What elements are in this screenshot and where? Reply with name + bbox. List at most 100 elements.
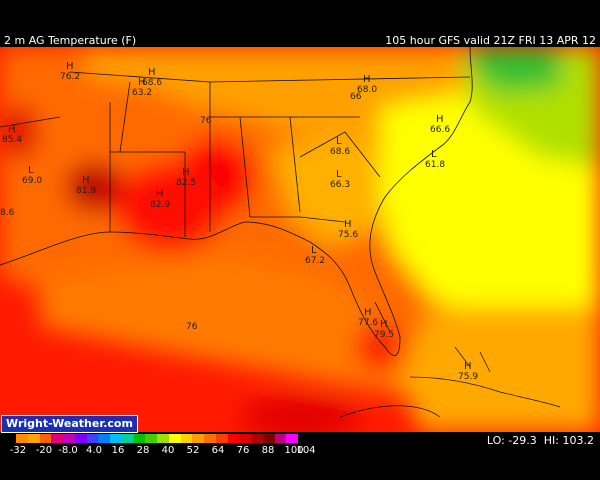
scale-swatch (145, 434, 157, 443)
marker-value: 66.3 (330, 180, 350, 190)
marker-letter: L (311, 245, 317, 256)
caribbean-islands (339, 346, 561, 418)
contour-label: 76 (186, 322, 198, 332)
color-scale-bar (16, 434, 298, 443)
scale-swatch (204, 434, 216, 443)
red-pocket-west (2, 104, 38, 160)
marker-letter: H (363, 74, 371, 85)
scale-swatch (98, 434, 110, 443)
boundaries (0, 47, 473, 357)
marker-value: 79.5 (374, 330, 394, 340)
scale-swatch (27, 434, 40, 443)
florida-east (374, 301, 391, 333)
hi-value: 103.2 (562, 434, 595, 447)
scale-swatch (180, 434, 193, 443)
color-scale-ticks: -32 -20 -8.0 4.0 16 28 40 52 64 76 88 100 104 (6, 445, 316, 457)
scale-tick-label: 40 (161, 445, 175, 456)
green-zone (470, 47, 560, 92)
marker-letter: H (364, 307, 372, 318)
scale-tick-label: 76 (236, 445, 250, 456)
state-line-ga-sc (289, 116, 301, 213)
scale-tick-label: 16 (111, 445, 125, 456)
scale-tick-label: 28 (136, 445, 150, 456)
state-line-ky-va (209, 76, 471, 83)
marker-letter: L (28, 165, 34, 176)
marker-value: 76.2 (60, 72, 80, 82)
scale-swatch (110, 434, 122, 443)
marker-letter: H (8, 124, 16, 135)
marker-value: 82.5 (176, 178, 196, 188)
scale-swatch (16, 434, 28, 443)
marker-value: 82.9 (150, 200, 170, 210)
marker-value: 81.9 (76, 186, 96, 196)
marker-letter: H (380, 319, 388, 330)
field-title: 2 m AG Temperature (F) (4, 34, 137, 47)
amber-central-zone (270, 137, 400, 247)
state-line-fl-ga (250, 216, 346, 223)
yucatan-outline (339, 405, 441, 418)
marker-value: 68.0 (357, 85, 377, 95)
scale-tick-label: 64 (211, 445, 225, 456)
scale-swatch (262, 434, 275, 443)
credit-badge: Wright-Weather.com (1, 415, 138, 433)
cuba-outline (409, 376, 561, 408)
valid-time: 105 hour GFS valid 21Z FRI 13 APR 12 (385, 34, 596, 47)
state-line-ar (119, 81, 131, 153)
marker-value: 68.6 (142, 78, 162, 88)
scale-swatch (86, 434, 99, 443)
marker-letter: H (156, 189, 164, 200)
amber-north-zone (80, 47, 470, 147)
lo-value: -29.3 (508, 434, 537, 447)
marker-letter: H (464, 361, 472, 372)
marker-value: 66.6 (430, 125, 450, 135)
marker-letter: H (182, 167, 190, 178)
marker-letter: H (436, 114, 444, 125)
marker-letter: H (138, 77, 146, 88)
scale-tick-label: 4.0 (86, 445, 102, 456)
scale-tick-label: 88 (261, 445, 275, 456)
marker-letter: H (66, 61, 74, 72)
scale-swatch (192, 434, 204, 443)
marker-value: 69.0 (22, 176, 42, 186)
red-pocket-ms (115, 162, 225, 252)
scale-tick-label: -20 (35, 445, 53, 456)
marker-value: 75.6 (338, 230, 358, 240)
marker-value: 85.4 (2, 135, 22, 145)
gulf-orange-zone (40, 257, 460, 407)
scale-swatch (286, 434, 298, 443)
marker-letter: H (148, 67, 156, 78)
marker-letter: H (82, 175, 90, 186)
marker-value: 75.9 (458, 372, 478, 382)
hi-label: HI: (543, 434, 559, 447)
marker-letter: L (336, 136, 342, 147)
lo-label: LO: (486, 434, 505, 447)
scale-tick-label: -32 (9, 445, 27, 456)
scale-tick-label: 100 (284, 445, 304, 456)
scale-swatch (74, 434, 87, 443)
scale-swatch (51, 434, 63, 443)
scale-swatch (215, 434, 228, 443)
marker-value: 77.6 (358, 318, 378, 328)
scale-swatch (39, 434, 52, 443)
scale-swatch (239, 434, 251, 443)
scale-swatch (133, 434, 146, 443)
marker-letter: L (431, 149, 437, 160)
marker-letter: H (344, 219, 352, 230)
scale-tick-label: 104 (296, 445, 316, 456)
scale-swatch (251, 434, 263, 443)
scale-swatch (227, 434, 240, 443)
bahamas-outline (454, 346, 491, 373)
contour-label: 8.6 (0, 208, 15, 218)
marker-letter: L (336, 169, 342, 180)
scale-swatch (157, 434, 169, 443)
scale-tick-label: 52 (186, 445, 200, 456)
temperature-map: H 76.2 H 63.2 H 68.6 H 68.0 H 85.4 L 69.0 H 81.9 H 82.5… (0, 47, 600, 432)
marker-value: 67.2 (305, 256, 325, 266)
red-pocket-south (240, 397, 360, 432)
marker-value: 68.6 (330, 147, 350, 157)
scale-swatch (274, 434, 287, 443)
lo-hi-stats: LO: -29.3 HI: 103.2 (487, 434, 594, 447)
scale-tick-label: -8.0 (58, 445, 78, 456)
